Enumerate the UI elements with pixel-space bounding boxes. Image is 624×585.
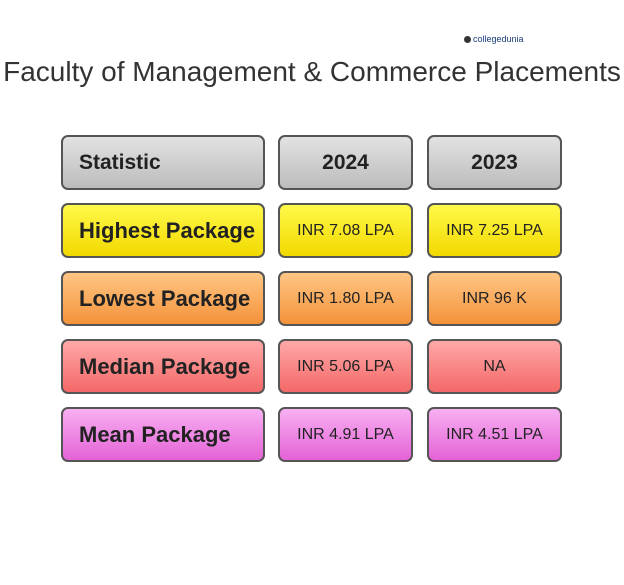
header-cell: 2023	[427, 135, 562, 190]
value-cell: INR 4.51 LPA	[427, 407, 562, 462]
value-cell: INR 4.91 LPA	[278, 407, 413, 462]
logo-text: collegedunia	[473, 34, 524, 44]
value-cell: NA	[427, 339, 562, 394]
row-label: Lowest Package	[61, 271, 265, 326]
value-cell: INR 1.80 LPA	[278, 271, 413, 326]
logo-icon	[464, 35, 471, 43]
row-label: Median Package	[61, 339, 265, 394]
value-cell: INR 7.08 LPA	[278, 203, 413, 258]
title: Faculty of Management & Commerce Placeme…	[3, 56, 621, 87]
header-cell: Statistic	[61, 135, 265, 190]
header-cell: 2024	[278, 135, 413, 190]
value-cell: INR 7.25 LPA	[427, 203, 562, 258]
logo: collegedunia	[464, 34, 524, 44]
value-cell: INR 5.06 LPA	[278, 339, 413, 394]
row-label: Highest Package	[61, 203, 265, 258]
value-cell: INR 96 K	[427, 271, 562, 326]
row-label: Mean Package	[61, 407, 265, 462]
